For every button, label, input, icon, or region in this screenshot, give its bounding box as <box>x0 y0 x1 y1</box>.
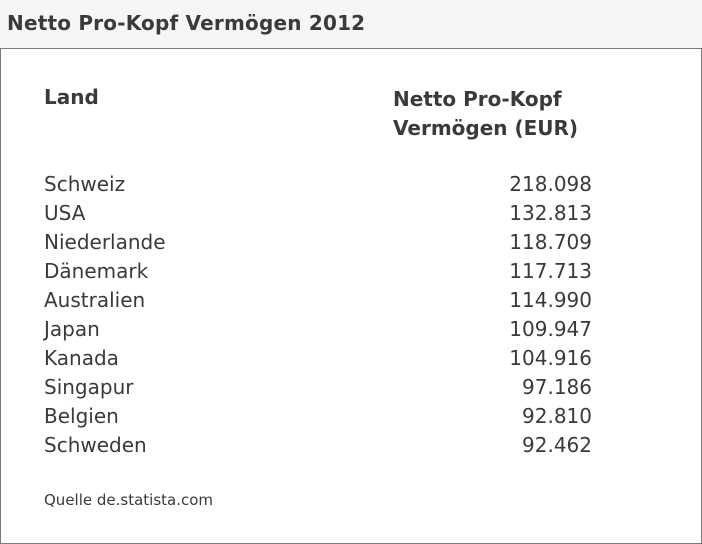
country-cell: Niederlande <box>44 230 166 254</box>
value-cell: 109.947 <box>509 317 592 341</box>
value-cell: 104.916 <box>509 346 592 370</box>
source-note: Quelle de.statista.com <box>44 491 214 509</box>
table-body: Schweiz 218.098 USA 132.813 Niederlande … <box>44 170 604 460</box>
table-row: Belgien 92.810 <box>44 402 604 431</box>
country-cell: Schweiz <box>44 172 126 196</box>
country-cell: Kanada <box>44 346 119 370</box>
country-cell: Belgien <box>44 404 119 428</box>
value-cell: 92.810 <box>522 404 592 428</box>
value-cell: 118.709 <box>509 230 592 254</box>
page-title: Netto Pro-Kopf Vermögen 2012 <box>7 11 366 35</box>
country-cell: Japan <box>44 317 100 341</box>
table-row: Niederlande 118.709 <box>44 228 604 257</box>
column-header-value-line2: Vermögen (EUR) <box>393 116 579 140</box>
value-cell: 97.186 <box>522 375 592 399</box>
table-row: Japan 109.947 <box>44 315 604 344</box>
value-cell: 92.462 <box>522 433 592 457</box>
table-row: Dänemark 117.713 <box>44 257 604 286</box>
country-cell: Dänemark <box>44 259 149 283</box>
table-row: Schweden 92.462 <box>44 431 604 460</box>
table-row: Australien 114.990 <box>44 286 604 315</box>
table-row: Schweiz 218.098 <box>44 170 604 199</box>
value-cell: 218.098 <box>509 172 592 196</box>
value-cell: 117.713 <box>509 259 592 283</box>
table-row: Kanada 104.916 <box>44 344 604 373</box>
column-header-value: Netto Pro-Kopf Vermögen (EUR) <box>393 85 653 143</box>
column-header-value-line1: Netto Pro-Kopf <box>393 87 562 111</box>
country-cell: Australien <box>44 288 146 312</box>
country-cell: Schweden <box>44 433 147 457</box>
column-header-country: Land <box>44 85 99 109</box>
country-cell: USA <box>44 201 86 225</box>
title-bar: Netto Pro-Kopf Vermögen 2012 <box>0 0 702 48</box>
table-row: USA 132.813 <box>44 199 604 228</box>
value-cell: 114.990 <box>509 288 592 312</box>
table-panel: Land Netto Pro-Kopf Vermögen (EUR) Schwe… <box>0 48 702 544</box>
value-cell: 132.813 <box>509 201 592 225</box>
table-row: Singapur 97.186 <box>44 373 604 402</box>
country-cell: Singapur <box>44 375 134 399</box>
